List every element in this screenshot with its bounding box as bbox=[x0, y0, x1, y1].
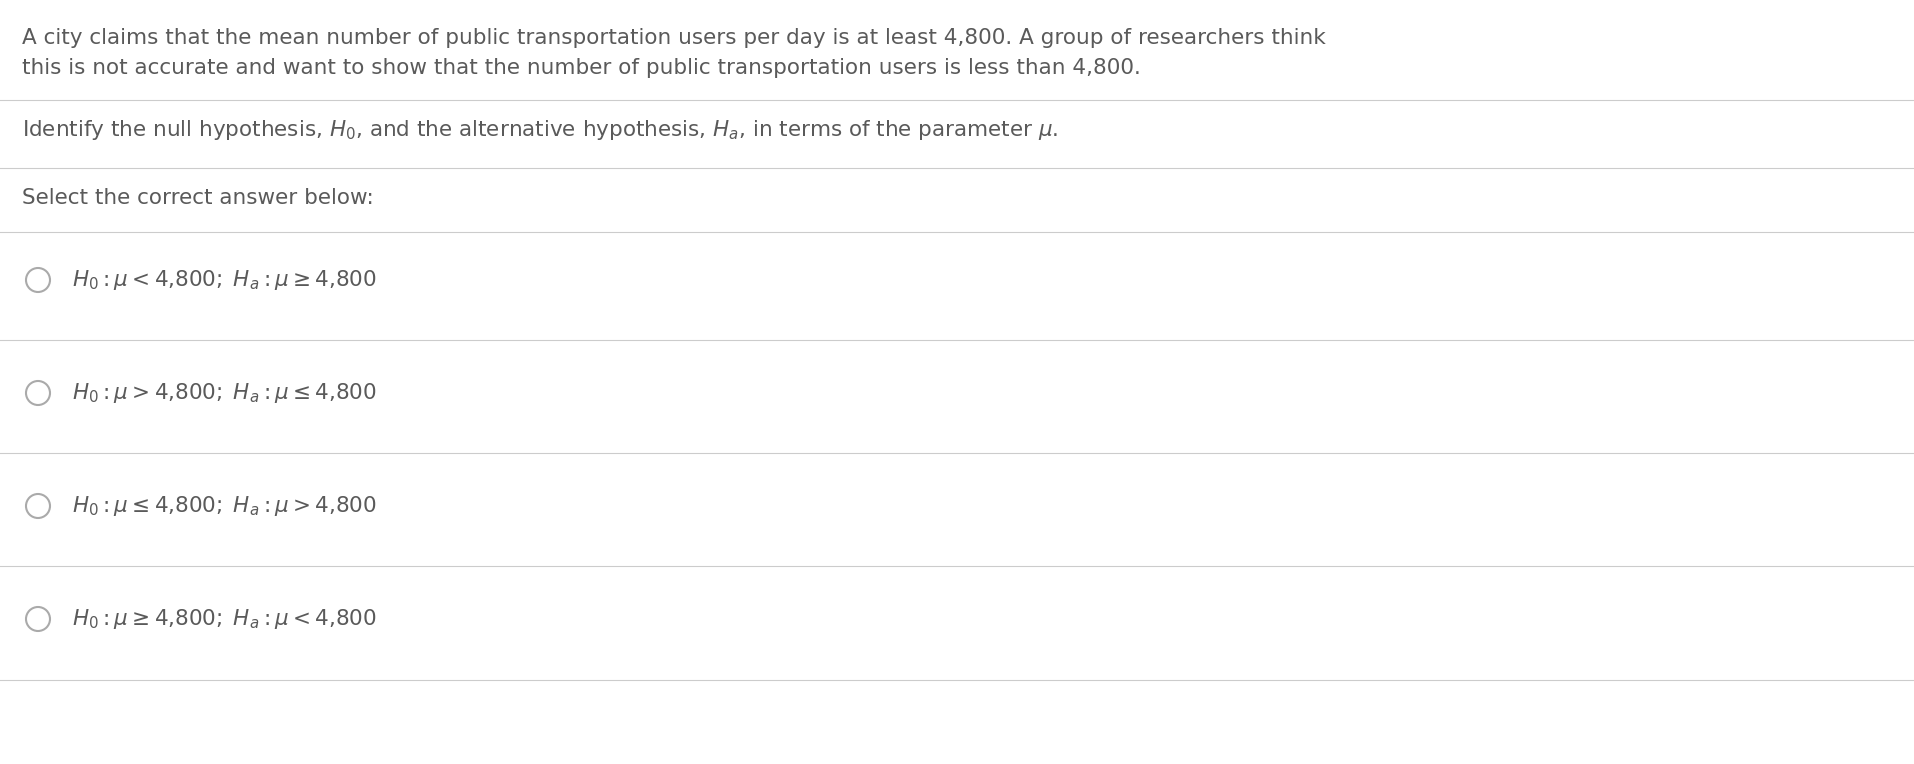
Text: $H_0: \mu < 4{,}800;\; H_a: \mu \geq 4{,}800$: $H_0: \mu < 4{,}800;\; H_a: \mu \geq 4{,… bbox=[73, 268, 377, 292]
Text: $H_0: \mu \geq 4{,}800;\; H_a: \mu < 4{,}800$: $H_0: \mu \geq 4{,}800;\; H_a: \mu < 4{,… bbox=[73, 607, 377, 631]
Text: A city claims that the mean number of public transportation users per day is at : A city claims that the mean number of pu… bbox=[21, 28, 1326, 48]
Text: $H_0: \mu > 4{,}800;\; H_a: \mu \leq 4{,}800$: $H_0: \mu > 4{,}800;\; H_a: \mu \leq 4{,… bbox=[73, 381, 377, 405]
Text: Select the correct answer below:: Select the correct answer below: bbox=[21, 188, 373, 208]
Text: Identify the null hypothesis, $H_0$, and the alternative hypothesis, $H_a$, in t: Identify the null hypothesis, $H_0$, and… bbox=[21, 118, 1058, 142]
Text: this is not accurate and want to show that the number of public transportation u: this is not accurate and want to show th… bbox=[21, 58, 1141, 78]
Text: $H_0: \mu \leq 4{,}800;\; H_a: \mu > 4{,}800$: $H_0: \mu \leq 4{,}800;\; H_a: \mu > 4{,… bbox=[73, 494, 377, 518]
